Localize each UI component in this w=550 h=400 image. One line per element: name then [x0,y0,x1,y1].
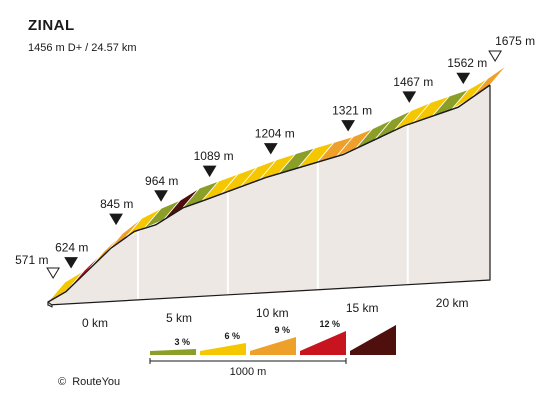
profile-top-layer [47,64,508,303]
legend-swatch [150,349,196,355]
elevation-marker-triangle [341,120,356,132]
chart-title: ZINAL [28,17,75,34]
elevation-marker-triangle [64,257,78,269]
elevation-marker-label: 964 m [145,174,178,188]
elevation-marker-label: 624 m [55,241,88,255]
elevation-marker-label: 1204 m [255,127,295,141]
legend-swatch [350,325,396,355]
x-tick-label: 0 km [82,316,108,330]
elevation-marker-label: 1675 m [495,34,535,48]
chart-subtitle: 1456 m D+ / 24.57 km [28,42,137,54]
profile-end-cap [47,301,53,308]
grade-legend: 3 % 6 % 9 % 12 % 1000 m [149,319,396,378]
km-grid-layer [136,124,409,299]
elevation-marker-label: 845 m [100,197,133,211]
legend-label: 9 % [274,325,290,335]
elevation-marker-triangle [109,213,123,226]
legend-label: 12 % [319,319,340,329]
credit-text: RouteYou [72,376,121,388]
elevation-marker-triangle [202,165,217,178]
legend-swatch [250,337,296,355]
x-tick-label: 5 km [166,311,192,325]
x-axis-labels-layer: 0 km 5 km 10 km 15 km 20 km [82,296,468,330]
elevation-marker-label: 1467 m [393,75,433,89]
profile-front-edge [47,84,491,303]
credit: © RouteYou [58,376,120,388]
elevation-marker-label: 1321 m [332,104,372,118]
elevation-marker-triangle [154,190,168,202]
legend-swatch [300,331,346,355]
elevation-marker-label: 1562 m [447,56,487,70]
elevation-marker-triangle [402,91,417,103]
elevation-marker-label: 1089 m [194,149,234,163]
x-tick-label: 20 km [436,296,469,310]
copyright-icon: © [58,376,67,388]
legend-label: 6 % [224,331,240,341]
x-tick-label: 15 km [346,301,379,315]
elevation-marker-triangle [46,267,60,279]
x-tick-label: 10 km [256,306,289,320]
elevation-marker-triangle [263,143,278,155]
elevation-markers-layer: 571 m 624 m 845 m 964 m 1089 m 1204 m 1321 m 14… [15,34,535,279]
elevation-marker-triangle [456,72,471,85]
legend-scale-label: 1000 m [230,366,267,378]
legend-label: 3 % [174,337,190,347]
elevation-marker-triangle [488,50,502,62]
elevation-marker-label: 571 m [15,253,48,267]
legend-swatch [200,343,246,355]
